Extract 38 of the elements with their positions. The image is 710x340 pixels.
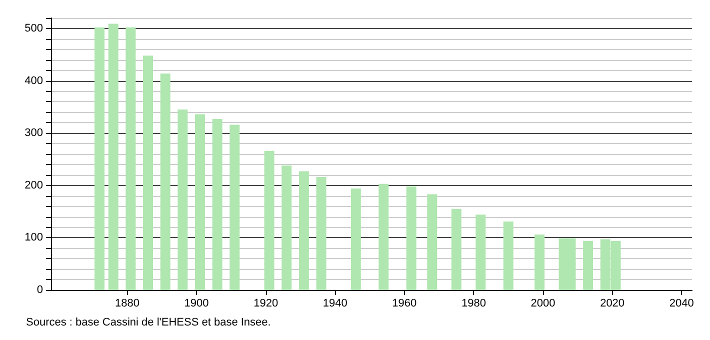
x-tick-label: 1880	[114, 298, 140, 310]
bar	[212, 118, 222, 290]
bar	[378, 184, 389, 290]
bar	[350, 188, 361, 290]
y-tick-label: 300	[24, 127, 43, 140]
bar	[94, 27, 105, 290]
x-tick-label: 2040	[669, 298, 694, 310]
x-tick-label: 1920	[254, 298, 278, 310]
bar	[160, 73, 170, 290]
source-note: Sources : base Cassini de l'EHESS et base Insee.	[26, 316, 271, 328]
bar	[230, 124, 240, 290]
bar	[476, 214, 486, 290]
x-tick-label: 1940	[322, 298, 348, 310]
x-tick-label: 1980	[461, 298, 486, 310]
bar	[451, 208, 462, 290]
x-tick-label: 2000	[530, 298, 556, 310]
y-tick-label: 0	[36, 284, 43, 296]
bar	[316, 177, 326, 290]
bar	[282, 166, 292, 290]
bar	[126, 27, 136, 290]
bar	[583, 240, 594, 290]
bar	[503, 221, 514, 290]
bar	[264, 150, 274, 290]
bar	[143, 56, 154, 290]
bar	[194, 114, 205, 290]
bar	[427, 194, 438, 290]
bar	[298, 171, 309, 290]
y-tick-label: 500	[24, 22, 43, 34]
bar	[178, 110, 188, 290]
y-tick-label: 100	[24, 232, 43, 244]
x-tick-label: 2020	[600, 298, 625, 310]
y-tick-label: 400	[24, 74, 43, 87]
bar	[534, 234, 545, 290]
x-tick-label: 1960	[392, 298, 417, 310]
x-tick-label: 1900	[184, 298, 209, 310]
bar	[108, 24, 118, 290]
y-tick-label: 200	[24, 179, 43, 192]
bar	[406, 186, 416, 290]
